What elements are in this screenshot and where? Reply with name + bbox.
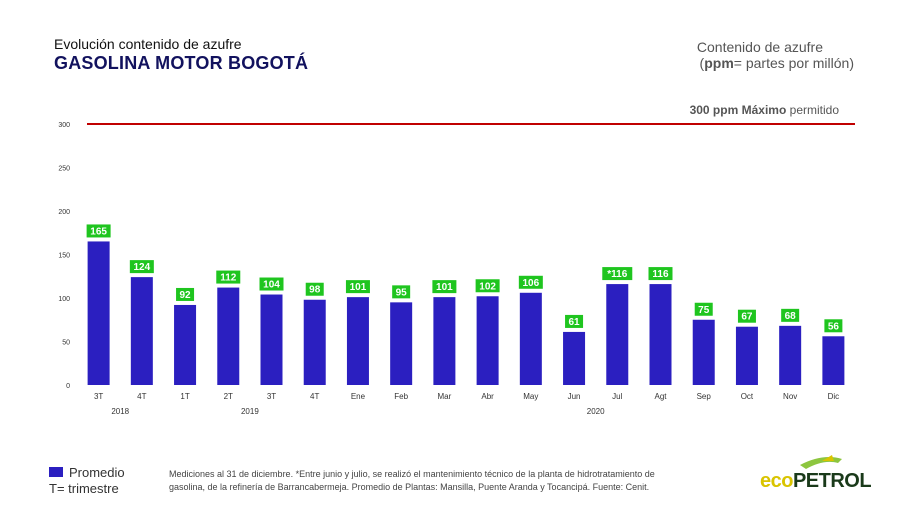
bar: [519, 292, 542, 385]
bar: [390, 302, 413, 385]
data-label-bg: [392, 285, 411, 299]
x-tick-label: Nov: [783, 392, 797, 401]
bar-chart: 0 50 100 150 200 250 300 165 3T 124 4T 92 1T 112 2T 104…: [58, 122, 855, 416]
data-label-bg: [648, 267, 673, 281]
chart-subtitle: Evolución contenido de azufre: [54, 36, 242, 52]
x-tick-label: Feb: [394, 392, 408, 401]
data-label-bg: [694, 302, 713, 316]
year-group-label: 2018: [111, 407, 129, 416]
bar: [692, 319, 715, 385]
y-tick-label: 300: [58, 122, 70, 129]
data-label-bg: [216, 270, 241, 284]
data-label-bg: [781, 308, 800, 322]
legend-swatch: [49, 467, 63, 477]
data-label: 106: [522, 278, 539, 289]
x-tick-label: 4T: [310, 392, 319, 401]
data-label: 56: [828, 321, 840, 332]
x-tick-label: 4T: [137, 392, 146, 401]
data-label: 102: [479, 281, 496, 292]
data-label: 104: [263, 280, 280, 291]
data-label-bg: [345, 280, 370, 294]
bar: [476, 296, 499, 385]
bar: [217, 287, 240, 385]
data-label: 101: [436, 282, 453, 293]
ecopetrol-logo-text: ecoPETROL: [760, 470, 872, 492]
bar: [303, 299, 326, 385]
x-tick-label: Sep: [697, 392, 712, 401]
x-tick-label: Abr: [481, 392, 494, 401]
data-label-bg: [518, 275, 543, 289]
data-label-bg: [824, 319, 843, 333]
x-tick-label: Jul: [612, 392, 622, 401]
x-tick-label: 3T: [94, 392, 103, 401]
y-tick-label: 250: [58, 166, 70, 173]
bar: [779, 325, 802, 385]
ecopetrol-logo-icon: [800, 455, 842, 469]
y-tick-label: 100: [58, 296, 70, 303]
data-label: 61: [568, 317, 580, 328]
x-tick-label: Mar: [437, 392, 451, 401]
data-label-bg: [305, 282, 324, 296]
footnote: Mediciones al 31 de diciembre. *Entre ju…: [169, 469, 655, 492]
data-label: *116: [607, 269, 627, 280]
data-label-bg: [259, 277, 284, 291]
data-label-bg: [432, 280, 457, 294]
max-line-label: 300 ppm Máximo permitido: [689, 103, 839, 117]
data-label: 124: [133, 262, 150, 273]
data-label: 165: [90, 226, 107, 237]
data-label-bg: [475, 279, 500, 293]
x-tick-label: Jun: [568, 392, 581, 401]
bar: [87, 241, 110, 385]
data-label: 95: [396, 287, 408, 298]
bar: [735, 326, 758, 385]
data-label-bg: [176, 287, 195, 301]
x-tick-label: 2T: [224, 392, 233, 401]
x-tick-label: 1T: [180, 392, 189, 401]
year-group-label: 2020: [587, 407, 605, 416]
data-label: 101: [350, 282, 367, 293]
x-tick-label: 3T: [267, 392, 276, 401]
x-tick-label: May: [523, 392, 538, 401]
data-label: 68: [785, 311, 797, 322]
y-tick-label: 0: [66, 383, 70, 390]
bar: [260, 294, 283, 385]
bar: [433, 297, 456, 385]
x-tick-label: Agt: [654, 392, 667, 401]
bar: [649, 284, 672, 385]
data-label: 116: [652, 269, 669, 280]
year-group-label: 2019: [241, 407, 259, 416]
unit-definition: (ppm= partes por millón): [699, 55, 854, 71]
x-tick-label: Ene: [351, 392, 366, 401]
bar: [130, 277, 153, 385]
data-label: 75: [698, 305, 710, 316]
bar: [174, 304, 197, 385]
bar: [346, 297, 369, 385]
data-label-bg: [86, 224, 111, 238]
legend-label: Promedio: [69, 464, 125, 480]
legend-note: T= trimestre: [49, 480, 119, 496]
data-label: 112: [220, 273, 237, 284]
data-label-bg: [565, 314, 584, 328]
data-label-bg: [602, 267, 633, 281]
x-tick-label: Oct: [741, 392, 754, 401]
y-tick-label: 150: [58, 253, 70, 260]
legend-item-promedio: Promedio: [49, 464, 125, 480]
y-tick-label: 200: [58, 209, 70, 216]
bar: [563, 331, 586, 385]
data-label: 92: [179, 290, 191, 301]
data-label-bg: [737, 309, 756, 323]
y-tick-label: 50: [62, 340, 70, 347]
unit-label: Contenido de azufre: [696, 39, 823, 55]
x-tick-label: Dic: [828, 392, 840, 401]
chart-title: GASOLINA MOTOR BOGOTÁ: [54, 53, 309, 73]
bar: [822, 336, 845, 385]
data-label-bg: [129, 260, 154, 274]
data-label: 67: [741, 312, 753, 323]
legend: Promedio T= trimestre: [49, 464, 125, 496]
bar: [606, 284, 629, 385]
data-label: 98: [309, 285, 321, 296]
